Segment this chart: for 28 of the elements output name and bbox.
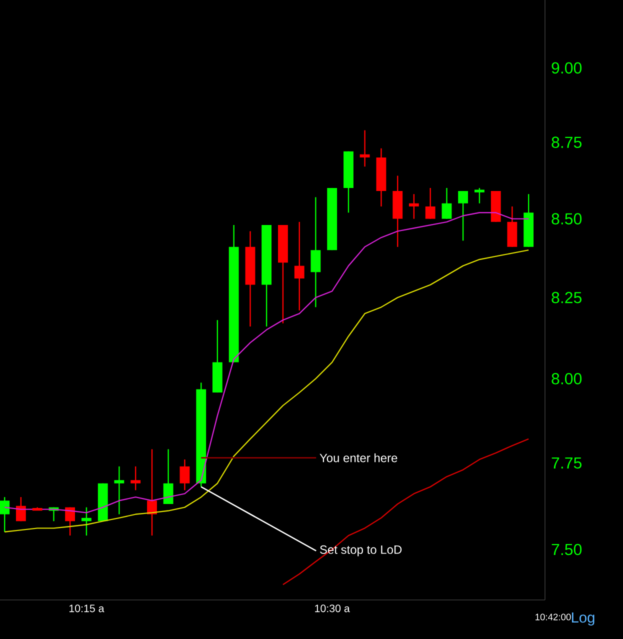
candlestick: [310, 196, 321, 308]
annotation: You enter here: [320, 453, 398, 462]
y-tick-label: 9.00: [552, 62, 582, 74]
x-tick-label: 10:15 a: [69, 604, 104, 612]
candlestick: [163, 448, 174, 505]
candlestick: [458, 190, 468, 242]
candlestick: [147, 448, 157, 536]
y-tick-label: 7.75: [552, 457, 582, 469]
candlestick: [442, 187, 452, 220]
candlestick: [425, 187, 436, 220]
y-tick-label: 8.75: [552, 136, 582, 148]
candlestick: [130, 466, 141, 491]
y-tick-label: 8.00: [552, 373, 582, 384]
y-tick-label: 8.25: [552, 292, 582, 304]
x-tick-label: 10:30 a: [315, 604, 350, 612]
candlestick: [408, 193, 419, 220]
candlestick: [114, 466, 124, 515]
candlestick: [81, 506, 92, 536]
y-tick-label: 7.50: [552, 544, 582, 556]
candlestick: [294, 221, 304, 312]
text: Log: [572, 612, 594, 626]
line-series: [282, 438, 530, 586]
candlestick: [0, 496, 10, 532]
candlestick: [360, 130, 370, 168]
candlestick: [180, 458, 190, 491]
text: 10:42:00: [536, 614, 571, 620]
line-series: [4, 249, 530, 532]
y-tick-label: 8.50: [552, 213, 582, 224]
